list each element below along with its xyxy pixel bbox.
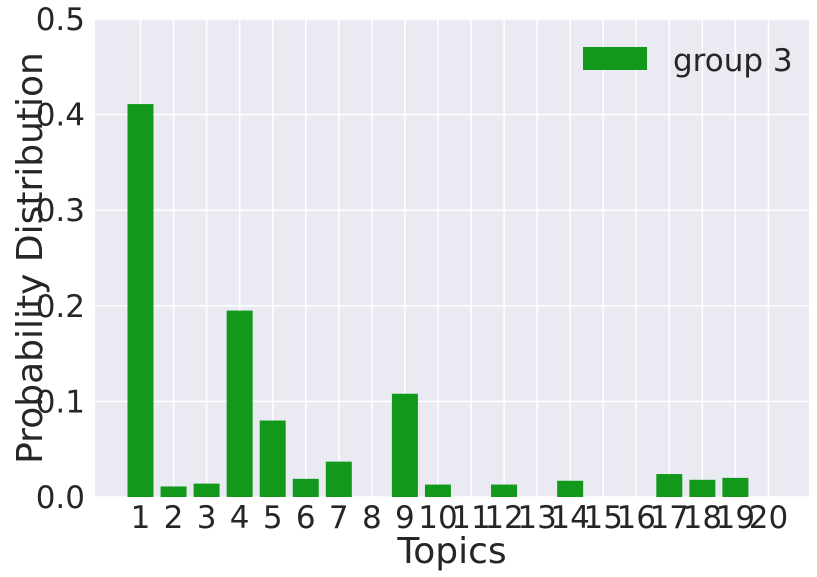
bar-topic-5	[259, 420, 286, 497]
x-tick-label: 2	[164, 500, 184, 536]
x-tick-label: 7	[329, 500, 349, 536]
legend: group 3	[583, 43, 793, 79]
x-tick-label: 4	[230, 500, 250, 536]
bar-topic-7	[325, 461, 352, 497]
y-tick-label: 0.0	[36, 480, 85, 516]
x-tick-label: 10	[418, 500, 457, 536]
legend-swatch-group-3	[583, 47, 647, 70]
bar-topic-6	[292, 478, 319, 497]
x-tick-label: 9	[395, 500, 415, 536]
x-tick-label: 5	[263, 500, 283, 536]
bar-topic-19	[722, 477, 749, 497]
y-tick-label: 0.5	[36, 2, 85, 38]
grid-lines	[95, 18, 809, 498]
x-tick-label: 15	[583, 500, 622, 536]
y-tick-label: 0.4	[36, 98, 85, 134]
x-tick-label: 17	[650, 500, 689, 536]
bar-topic-17	[656, 474, 683, 497]
x-tick-label: 20	[749, 500, 788, 536]
legend-label-group-3: group 3	[673, 43, 793, 79]
bar-topic-18	[689, 479, 716, 497]
bar-topic-4	[226, 310, 253, 497]
x-tick-label: 3	[197, 500, 217, 536]
bar-topic-1	[127, 104, 154, 498]
bar-topic-2	[160, 486, 187, 497]
bar-topic-10	[424, 484, 451, 497]
y-tick-labels: 0.0 0.1 0.2 0.3 0.4 0.5	[36, 2, 85, 516]
x-tick-label: 14	[550, 500, 589, 536]
plot-area	[95, 19, 809, 497]
bar-topic-14	[557, 480, 584, 497]
bar-topic-9	[391, 393, 418, 497]
x-axis-label: Topics	[396, 531, 506, 572]
bar-topic-3	[193, 483, 220, 497]
x-tick-label: 19	[716, 500, 755, 536]
x-tick-label: 12	[484, 500, 523, 536]
x-tick-label: 16	[617, 500, 656, 536]
x-tick-label: 8	[362, 500, 382, 536]
y-tick-label: 0.1	[36, 384, 85, 420]
y-tick-label: 0.2	[36, 289, 85, 325]
bar-topic-12	[491, 484, 518, 497]
x-tick-label: 1	[131, 500, 151, 536]
x-tick-label: 13	[517, 500, 556, 536]
x-tick-label: 6	[296, 500, 316, 536]
bars	[127, 104, 749, 498]
x-tick-label: 18	[683, 500, 722, 536]
y-axis-label: Probability Distribution	[10, 52, 51, 464]
y-tick-label: 0.3	[36, 193, 85, 229]
x-tick-label: 11	[451, 500, 490, 536]
